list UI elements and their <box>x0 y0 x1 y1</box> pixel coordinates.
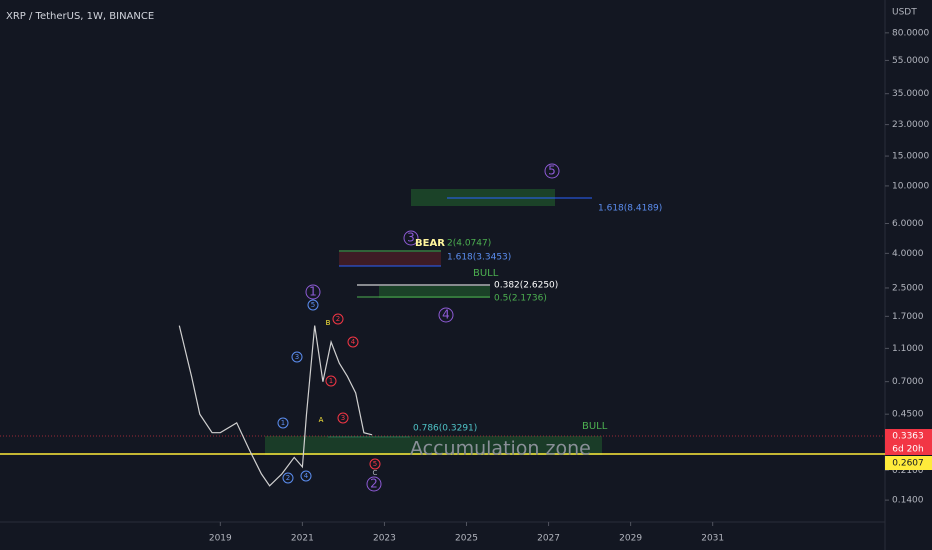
wave-label: 3 <box>407 231 415 245</box>
wave-ring <box>369 458 381 470</box>
wave-ring <box>300 470 312 482</box>
wave-ring <box>438 307 454 323</box>
wave-ring <box>325 375 337 387</box>
zone <box>265 436 602 455</box>
y-tick-label: 4.0000 <box>892 249 924 259</box>
zone-label: Accumulation zone <box>410 438 591 460</box>
price-tag-label: 0.2607 <box>892 459 924 469</box>
x-tick-label: 2021 <box>291 534 314 544</box>
price-tag-label: 0.3363 <box>892 432 924 442</box>
countdown-label: 6d 20h <box>892 445 923 455</box>
fib-label: 1.618(3.3453) <box>447 253 511 263</box>
bull-label: BULL <box>582 421 608 432</box>
title: XRP / TetherUS, 1W, BINANCE <box>6 11 154 22</box>
wave-label: 2 <box>370 477 378 491</box>
y-tick-label: 0.2100 <box>892 466 924 476</box>
wave-label: 5 <box>548 164 556 178</box>
wave-ring <box>305 284 321 300</box>
price-line <box>178 325 373 487</box>
wave-ring <box>403 230 419 246</box>
x-tick-label: 2023 <box>373 534 396 544</box>
zone <box>379 286 490 298</box>
wave-ring <box>366 476 382 492</box>
wave-label: 4 <box>304 472 309 480</box>
wave-ring <box>347 336 359 348</box>
y-tick-label: 55.0000 <box>892 56 929 66</box>
wave-label: A <box>319 416 324 424</box>
y-tick-label: 35.0000 <box>892 89 929 99</box>
wave-ring <box>291 351 303 363</box>
y-tick-label: 1.1000 <box>892 344 924 354</box>
fib-label: 2(4.0747) <box>447 239 491 249</box>
x-tick-label: 2029 <box>619 534 642 544</box>
wave-label: 1 <box>329 377 333 385</box>
wave-label: B <box>326 319 331 327</box>
wave-label: 2 <box>336 315 340 323</box>
wave-label: 4 <box>351 338 356 346</box>
y-tick-label: 6.0000 <box>892 219 924 229</box>
wave-label: 1 <box>309 285 317 299</box>
wave-ring <box>282 472 294 484</box>
fib-label: 0.382(2.6250) <box>494 281 558 291</box>
fib-label: 0.5(2.1736) <box>494 294 547 304</box>
wave-label: C <box>373 469 378 477</box>
fib-label: 1.618(8.4189) <box>598 204 662 214</box>
y-tick-label: 23.0000 <box>892 120 929 130</box>
wave-label: 5 <box>311 301 315 309</box>
y-tick-label: 0.1400 <box>892 496 924 506</box>
wave-label: 1 <box>281 419 285 427</box>
wave-ring <box>544 163 560 179</box>
y-tick-label: 0.4500 <box>892 410 924 420</box>
fib-label: 0.786(0.3291) <box>413 424 477 434</box>
wave-ring <box>307 299 319 311</box>
wave-label: 3 <box>295 353 299 361</box>
zone <box>339 252 441 266</box>
bear-label: BEAR <box>415 238 445 249</box>
price-tag <box>885 429 932 443</box>
y-tick-label: 1.7000 <box>892 312 924 322</box>
y-tick-label: 2.5000 <box>892 283 924 293</box>
countdown-tag <box>885 443 932 455</box>
currency: USDT <box>892 8 917 18</box>
x-tick-label: 2025 <box>455 534 478 544</box>
wave-label: 5 <box>373 460 377 468</box>
x-tick-label: 2027 <box>537 534 560 544</box>
wave-ring <box>337 412 349 424</box>
price-tag <box>885 456 932 470</box>
bull-label: BULL <box>473 268 499 279</box>
wave-ring <box>332 313 344 325</box>
y-tick-label: 15.0000 <box>892 152 929 162</box>
y-tick-label: 10.0000 <box>892 181 929 191</box>
wave-label: 4 <box>442 308 450 322</box>
x-tick-label: 2019 <box>209 534 232 544</box>
wave-label: 3 <box>341 414 345 422</box>
wave-ring <box>277 417 289 429</box>
wave-label: 2 <box>286 474 290 482</box>
y-tick-label: 0.7000 <box>892 377 924 387</box>
x-tick-label: 2031 <box>701 534 724 544</box>
y-tick-label: 80.0000 <box>892 28 929 38</box>
